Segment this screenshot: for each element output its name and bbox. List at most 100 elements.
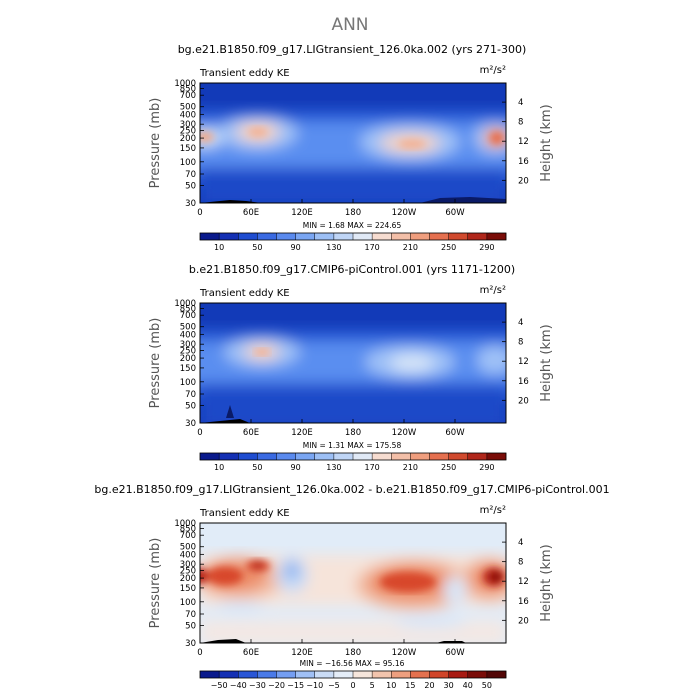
colorbar-swatch [200,233,220,240]
panel-2-title: b.e21.B1850.f09_g17.CMIP6-piControl.001 … [189,263,515,276]
pressure-tick-label: 50 [185,182,196,192]
pressure-tick-label: 150 [180,144,196,154]
colorbar-swatch [467,671,488,678]
pressure-tick-label: 500 [180,323,196,333]
colorbar-swatch [333,233,354,240]
colorbar-swatch [219,233,239,240]
main-title: ANN [331,15,368,35]
colorbar-swatch [372,453,392,460]
pressure-tick-label: 200 [180,134,196,144]
pressure-tick-label: 400 [180,330,196,340]
colorbar-swatch [486,233,507,240]
height-tick-label: 4 [518,318,523,328]
colorbar-swatch [391,233,411,240]
pressure-tick-label: 1000 [174,79,196,89]
colorbar-swatch [314,671,335,678]
colorbar-swatch [429,671,449,678]
panel-2-y2label: Height (km) [539,324,554,401]
lon-tick-label: 120E [291,648,313,658]
colorbar-swatch [238,671,258,678]
pressure-tick-label: 100 [180,158,196,168]
pressure-tick-label: 30 [185,419,196,429]
height-tick-label: 12 [518,577,529,587]
lon-tick-label: 180 [345,208,361,218]
pressure-tick-label: 850 [180,525,196,535]
pressure-tick-label: 700 [180,91,196,101]
height-tick-label: 16 [518,377,529,387]
pressure-tick-label: 850 [180,305,196,315]
height-tick-label: 4 [518,98,523,108]
panel-3-field [200,523,506,643]
height-tick-label: 16 [518,597,529,607]
panel-2-units: m²/s² [480,285,506,296]
pressure-tick-label: 200 [180,354,196,364]
pressure-tick-label: 1000 [174,519,196,529]
height-tick-label: 16 [518,157,529,167]
colorbar-swatch [353,671,373,678]
panel-1-title: bg.e21.B1850.f09_g17.LIGtransient_126.0k… [178,43,527,56]
colorbar-swatch [295,453,316,460]
panel-3-xaxis: 0 60E 120E 180 120W 60W [197,639,465,658]
height-tick-label: 12 [518,137,529,147]
panel-2-stats: MIN = 1.31 MAX = 175.58 [303,441,402,450]
panel-2: b.e21.B1850.f09_g17.CMIP6-piControl.001 … [148,263,554,472]
colorbar-swatch [295,233,316,240]
colorbar-label: 90 [291,243,301,252]
height-tick-label: 8 [518,338,523,348]
panel-3-ylabel: Pressure (mb) [148,538,163,629]
lon-tick-label: 60E [243,428,259,438]
colorbar-swatch [314,233,335,240]
colorbar-label: −50 [211,681,228,690]
height-tick-label: 20 [518,616,529,626]
colorbar-label: 10 [386,681,396,690]
colorbar-label: 50 [482,681,492,690]
colorbar-label: −15 [287,681,304,690]
colorbar-label: 90 [291,463,301,472]
lon-tick-label: 180 [345,428,361,438]
panel-1-ylabel: Pressure (mb) [148,98,163,189]
pressure-tick-label: 70 [185,610,196,620]
pressure-tick-label: 50 [185,622,196,632]
colorbar-label: 250 [441,243,456,252]
panel-1-y2axis: 20 16 12 8 4 [502,98,529,186]
height-tick-label: 8 [518,558,523,568]
panel-2-xaxis: 0 60E 120E 180 120W 60W [197,419,465,438]
colorbar-swatch [353,453,373,460]
panel-1-xaxis: 0 60E 120E 180 120W 60W [197,199,465,218]
colorbar-swatch [219,453,239,460]
colorbar-label: 10 [214,243,224,252]
pressure-tick-label: 150 [180,584,196,594]
lon-tick-label: 60W [445,428,465,438]
colorbar-label: −40 [230,681,247,690]
colorbar-label: 10 [214,463,224,472]
colorbar-label: 130 [326,463,341,472]
colorbar-label: 5 [370,681,375,690]
lon-tick-label: 60W [445,648,465,658]
colorbar-swatch [276,233,296,240]
colorbar-label: 130 [326,243,341,252]
lon-tick-label: 180 [345,648,361,658]
pressure-tick-label: 700 [180,311,196,321]
colorbar-label: 210 [403,463,418,472]
colorbar-label: −20 [268,681,285,690]
panel-1-y2label: Height (km) [539,104,554,181]
colorbar-label: −5 [328,681,340,690]
colorbar-swatch [467,233,488,240]
lon-tick-label: 60W [445,208,465,218]
pressure-tick-label: 30 [185,639,196,649]
colorbar-swatch [448,453,469,460]
colorbar-swatch [257,453,277,460]
pressure-tick-label: 400 [180,110,196,120]
pressure-tick-label: 70 [185,390,196,400]
height-tick-label: 4 [518,538,523,548]
colorbar-swatch [333,671,354,678]
colorbar-swatch [314,453,335,460]
pressure-tick-label: 850 [180,85,196,95]
panel-2-label: Transient eddy KE [199,288,290,299]
panel-3-colorbar: −50 −40 −30 −20 −15 −10 −5 0 5 10 15 20 30 40 50 [199,670,507,690]
colorbar-label: 15 [405,681,415,690]
height-tick-label: 8 [518,118,523,128]
panel-1: bg.e21.B1850.f09_g17.LIGtransient_126.0k… [148,43,554,252]
